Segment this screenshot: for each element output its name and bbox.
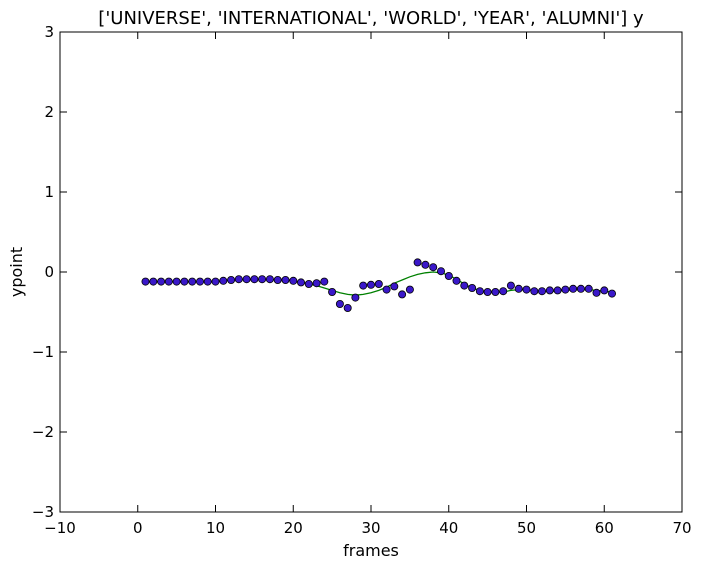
data-point [413, 258, 422, 267]
data-point [522, 285, 531, 294]
x-tick-label: 60 [595, 519, 614, 537]
data-point [499, 287, 508, 296]
data-point [538, 287, 547, 296]
x-tick-label: −10 [44, 519, 76, 537]
data-point [592, 288, 601, 297]
data-point [195, 277, 204, 286]
data-point [180, 277, 189, 286]
data-point [234, 275, 243, 284]
data-point [351, 293, 360, 302]
y-axis-title: ypoint [7, 247, 26, 297]
data-point [468, 283, 477, 292]
data-point [429, 263, 438, 272]
x-tick-label: 70 [672, 519, 691, 537]
data-point [304, 279, 313, 288]
y-tick-label: 2 [44, 103, 54, 121]
data-point [436, 267, 445, 276]
data-point [460, 281, 469, 290]
data-point [530, 287, 539, 296]
data-point [514, 284, 523, 293]
x-tick-label: 10 [206, 519, 225, 537]
data-point [483, 287, 492, 296]
x-tick-label: 20 [284, 519, 303, 537]
data-point [335, 299, 344, 308]
data-point [265, 275, 274, 284]
data-point [608, 289, 617, 298]
data-point [157, 277, 166, 286]
data-point [390, 282, 399, 291]
plot-background [60, 32, 682, 512]
data-point [374, 279, 383, 288]
x-axis-title: frames [343, 541, 399, 560]
data-point [273, 275, 282, 284]
data-point [600, 286, 609, 295]
x-tick-label: 50 [517, 519, 536, 537]
data-point [149, 277, 158, 286]
data-point [506, 281, 515, 290]
data-point [227, 275, 236, 284]
data-point [250, 275, 259, 284]
data-point [553, 286, 562, 295]
data-point [569, 284, 578, 293]
data-point [320, 277, 329, 286]
y-tick-label: 3 [44, 23, 54, 41]
data-point [242, 275, 251, 284]
y-tick-label: 1 [44, 183, 54, 201]
x-tick-label: 30 [361, 519, 380, 537]
data-point [359, 281, 368, 290]
data-point [141, 277, 150, 286]
x-tick-label: 40 [439, 519, 458, 537]
data-point [576, 284, 585, 293]
data-point [258, 275, 267, 284]
data-point [172, 277, 181, 286]
data-point [475, 287, 484, 296]
chart-title: ['UNIVERSE', 'INTERNATIONAL', 'WORLD', '… [98, 8, 644, 29]
x-tick-label: 0 [133, 519, 143, 537]
data-point [366, 280, 375, 289]
data-point [561, 285, 570, 294]
data-point [296, 278, 305, 287]
data-point [444, 271, 453, 280]
data-point [312, 279, 321, 288]
data-point [188, 277, 197, 286]
data-point [405, 285, 414, 294]
data-point [382, 285, 391, 294]
y-tick-label: −2 [32, 423, 54, 441]
data-point [398, 290, 407, 299]
y-tick-label: 0 [44, 263, 54, 281]
data-points-layer [141, 258, 617, 312]
data-point [491, 287, 500, 296]
data-point [421, 260, 430, 269]
data-point [584, 284, 593, 293]
data-point [452, 276, 461, 285]
data-point [328, 287, 337, 296]
data-point [219, 276, 228, 285]
data-point [164, 277, 173, 286]
data-point [545, 286, 554, 295]
y-tick-label: −3 [32, 503, 54, 521]
data-point [211, 277, 220, 286]
data-point [203, 277, 212, 286]
data-point [281, 275, 290, 284]
data-point [289, 276, 298, 285]
y-tick-label: −1 [32, 343, 54, 361]
data-point [343, 303, 352, 312]
